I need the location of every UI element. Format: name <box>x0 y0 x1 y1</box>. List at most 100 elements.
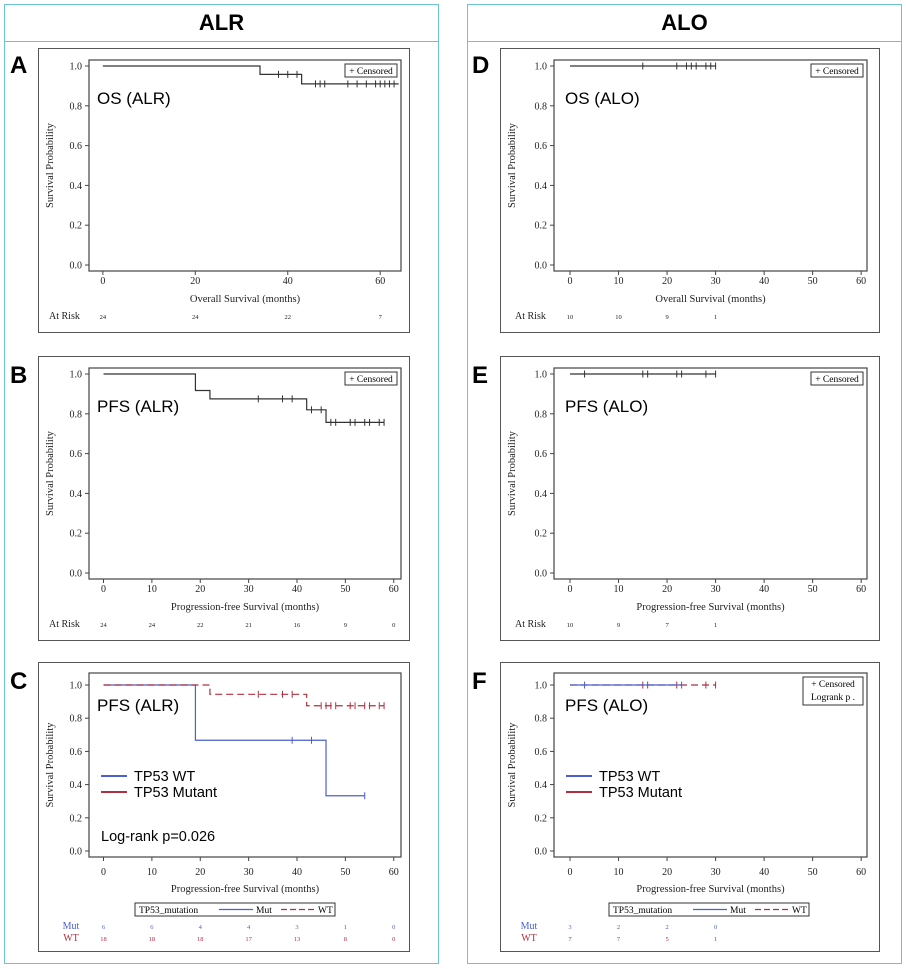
at-risk-label: WT <box>63 933 79 944</box>
y-axis-label: Survival Probability <box>45 122 56 208</box>
at-risk-value: 2 <box>665 924 668 931</box>
group-legend-label: Mut <box>730 906 746 916</box>
y-tick-label: 0.2 <box>70 221 83 232</box>
at-risk-value: 18 <box>100 936 107 943</box>
at-risk-value: 10 <box>567 314 574 321</box>
km-plot: 0.00.20.40.60.81.00 10 20 30 40 50 60Progressi… <box>45 672 402 944</box>
at-risk-value: 22 <box>285 314 292 321</box>
at-risk-value: 2 <box>617 924 620 931</box>
y-tick-label: 0.6 <box>535 747 548 758</box>
at-risk-value: 22 <box>197 622 204 629</box>
overlay-legend-label: TP53 Mutant <box>134 785 217 801</box>
y-axis-label: Survival Probability <box>507 430 518 516</box>
km-panel-c: 0.0 0.2 0.4 0.6 0.8 1.0 0 10 20 30 40 50 60 Progressi… <box>38 662 410 952</box>
x-tick-label: 60 <box>375 276 385 287</box>
survival-curve-wt <box>103 684 385 707</box>
logrank-legend: Logrank p . <box>811 693 855 703</box>
x-tick-label: 20 <box>195 867 205 878</box>
y-tick-label: 0.0 <box>70 847 83 858</box>
at-risk-label: At Risk <box>515 311 546 322</box>
group-legend-title: TP53_mutation <box>139 906 198 916</box>
x-tick-label: 40 <box>759 276 769 287</box>
censored-legend-box <box>344 371 398 386</box>
x-tick-label: 10 <box>147 867 157 878</box>
y-tick-label: 0.4 <box>70 181 83 192</box>
panel-letter: F <box>472 668 487 695</box>
x-tick-label: 40 <box>759 867 769 878</box>
y-tick-label: 0.8 <box>535 714 548 725</box>
x-tick-label: 10 <box>614 584 624 595</box>
column-title: ALR <box>5 5 438 42</box>
censored-legend-box <box>810 371 864 386</box>
at-risk-value: 6 <box>102 924 106 931</box>
x-axis-label: Overall Survival (months) <box>190 294 301 305</box>
x-tick-label: 60 <box>856 276 866 287</box>
y-tick-label: 0.2 <box>535 813 548 824</box>
panel-letter: A <box>10 52 28 79</box>
x-tick-label: 10 <box>614 276 624 287</box>
y-axis-label: Survival Probability <box>45 722 56 808</box>
group-legend-label: Mut <box>256 906 272 916</box>
x-tick-label: 10 <box>614 867 624 878</box>
at-risk-value: 4 <box>199 924 203 931</box>
logrank-annotation: Log-rank p=0.026 <box>101 829 215 845</box>
at-risk-value: 1 <box>344 924 347 931</box>
y-tick-label: 0.2 <box>535 221 548 232</box>
x-tick-label: 60 <box>856 867 866 878</box>
at-risk-value: 1 <box>714 314 717 321</box>
x-tick-label: 30 <box>711 276 721 287</box>
panel-letter: E <box>472 362 489 389</box>
at-risk-label: At Risk <box>49 619 80 630</box>
at-risk-value: 21 <box>245 622 252 629</box>
panel-title: OS (ALR) <box>97 89 171 108</box>
censored-legend-box <box>802 676 864 706</box>
x-tick-label: 20 <box>662 584 672 595</box>
panel-title: PFS (ALO) <box>565 397 648 416</box>
x-tick-label: 0 <box>101 867 106 878</box>
y-tick-label: 0.6 <box>70 141 83 152</box>
plot-frame <box>553 59 868 272</box>
at-risk-value: 1 <box>714 622 717 629</box>
at-risk-value: 16 <box>294 622 301 629</box>
y-tick-label: 0.8 <box>70 101 83 112</box>
km-panel-d: 0.0 0.2 0.4 0.6 0.8 1.0 0 10 20 30 40 50 60 Overall S… <box>500 48 880 333</box>
x-tick-label: 60 <box>389 867 399 878</box>
x-tick-label: 10 <box>147 584 157 595</box>
y-tick-label: 1.0 <box>70 62 83 73</box>
group-legend-label: WT <box>792 906 807 916</box>
km-plot: 0.00.20.40.60.81.00 10 20 30 40 50 60Progressi… <box>45 367 402 630</box>
x-tick-label: 50 <box>808 584 818 595</box>
at-risk-value: 13 <box>294 936 301 943</box>
censored-legend-box <box>344 63 398 78</box>
km-plot: 0.00.20.40.60.81.00 10 20 30 40 50 60Progressi… <box>507 672 868 944</box>
at-risk-value: 7 <box>665 622 669 629</box>
y-tick-label: 0.0 <box>535 569 548 580</box>
at-risk-value: 10 <box>615 314 622 321</box>
at-risk-value: 7 <box>379 314 383 321</box>
y-tick-label: 0.4 <box>535 780 548 791</box>
x-tick-label: 40 <box>292 584 302 595</box>
plot-frame <box>88 672 402 858</box>
panel-letter: C <box>10 668 28 695</box>
km-panel-a: 0.0 0.2 0.4 0.6 0.8 1.0 0 20 40 60 Overall Surviva… <box>38 48 410 333</box>
panel-title: PFS (ALR) <box>97 696 179 715</box>
at-risk-value: 3 <box>295 924 298 931</box>
y-tick-label: 0.6 <box>535 449 548 460</box>
at-risk-value: 4 <box>247 924 251 931</box>
censored-legend: + Censored <box>815 375 859 385</box>
y-tick-label: 0.6 <box>535 141 548 152</box>
at-risk-value: 9 <box>617 622 620 629</box>
x-tick-label: 30 <box>244 584 254 595</box>
x-tick-label: 20 <box>190 276 200 287</box>
x-tick-label: 30 <box>711 867 721 878</box>
y-tick-label: 0.6 <box>70 747 83 758</box>
x-tick-label: 20 <box>662 276 672 287</box>
group-legend-title: TP53_mutation <box>613 906 672 916</box>
plot-frame <box>88 59 402 272</box>
x-axis-label: Progression-free Survival (months) <box>636 602 785 613</box>
y-tick-label: 0.2 <box>535 529 548 540</box>
y-tick-label: 1.0 <box>535 370 548 381</box>
x-tick-label: 0 <box>568 584 573 595</box>
x-tick-label: 20 <box>662 867 672 878</box>
x-tick-label: 30 <box>711 584 721 595</box>
